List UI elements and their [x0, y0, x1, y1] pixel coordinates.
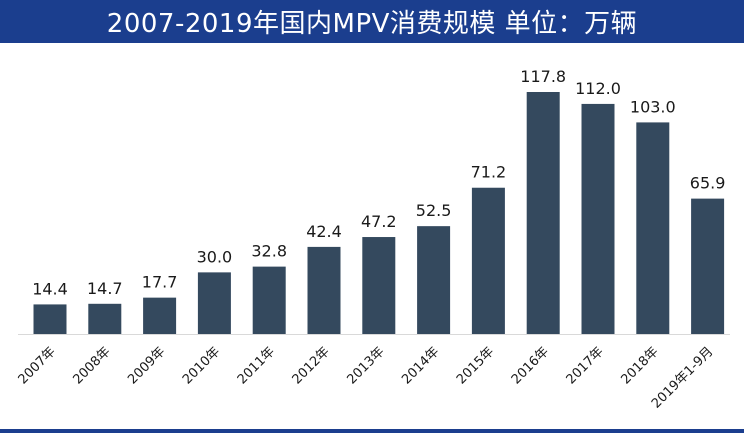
data-label-12: 65.9 — [690, 174, 726, 193]
bar-6 — [362, 237, 396, 334]
bar-7 — [417, 226, 451, 334]
data-label-8: 71.2 — [471, 163, 507, 182]
bar-9 — [526, 92, 560, 334]
x-tick-label-10: 2017年 — [564, 344, 607, 387]
x-tick-label-5: 2012年 — [290, 344, 333, 387]
data-label-2: 17.7 — [142, 273, 178, 292]
data-label-1: 14.7 — [87, 279, 123, 298]
data-label-9: 117.8 — [520, 67, 566, 86]
data-label-0: 14.4 — [32, 279, 68, 298]
x-tick-label-9: 2016年 — [509, 344, 552, 387]
bar-1 — [88, 303, 122, 334]
x-tick-label-4: 2011年 — [235, 344, 278, 387]
data-label-10: 112.0 — [575, 79, 621, 98]
bar-8 — [471, 187, 505, 334]
bar-11 — [636, 122, 670, 334]
bar-10 — [581, 103, 615, 334]
data-label-7: 52.5 — [416, 201, 452, 220]
x-tick-label-0: 2007年 — [16, 344, 59, 387]
x-tick-label-8: 2015年 — [454, 344, 497, 387]
data-label-11: 103.0 — [630, 97, 676, 116]
bar-0 — [33, 304, 67, 334]
bar-12 — [691, 198, 725, 334]
x-tick-label-3: 2010年 — [180, 344, 223, 387]
title-bar: 2007-2019年国内MPV消费规模 单位：万辆 — [0, 0, 744, 43]
data-label-3: 30.0 — [197, 247, 233, 266]
bottom-border — [0, 429, 744, 433]
x-tick-label-1: 2008年 — [70, 344, 113, 387]
data-label-6: 47.2 — [361, 212, 397, 231]
bar-3 — [197, 272, 231, 334]
bar-chart: 14.4 2007年 14.7 2008年 17.7 2009年 30.0 2010年 32.8… — [16, 67, 730, 412]
x-tick-label-2: 2009年 — [125, 344, 168, 387]
bar-5 — [307, 246, 341, 334]
bar-2 — [143, 297, 177, 334]
data-label-5: 42.4 — [306, 222, 342, 241]
x-tick-label-7: 2014年 — [399, 344, 442, 387]
data-label-4: 32.8 — [251, 242, 287, 261]
x-tick-label-6: 2013年 — [344, 344, 387, 387]
x-tick-label-11: 2018年 — [618, 344, 661, 387]
chart-title: 2007-2019年国内MPV消费规模 单位：万辆 — [106, 9, 638, 39]
bar-4 — [252, 266, 286, 334]
